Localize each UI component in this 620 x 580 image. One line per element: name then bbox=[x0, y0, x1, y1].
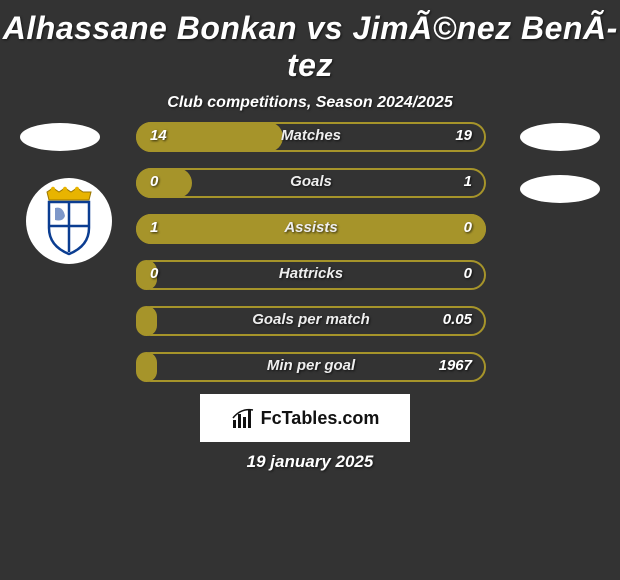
stat-label: Goals per match bbox=[136, 311, 486, 328]
player-right-badge-1 bbox=[520, 123, 600, 151]
bars-chart-icon bbox=[231, 406, 255, 430]
club-crest-icon bbox=[39, 186, 99, 256]
player-right-badge-2 bbox=[520, 175, 600, 203]
stat-row: Hattricks0 0 bbox=[136, 260, 486, 290]
stat-row: Assists1 0 bbox=[136, 214, 486, 244]
stat-right-value: 0.05 bbox=[443, 311, 472, 328]
date-label: 19 january 2025 bbox=[0, 452, 620, 472]
stat-left-value: 14 bbox=[150, 127, 167, 144]
stat-right-value: 1967 bbox=[439, 357, 472, 374]
stat-label: Assists bbox=[136, 219, 486, 236]
player-left-badge-1 bbox=[20, 123, 100, 151]
stat-row: Goals per match0.05 bbox=[136, 306, 486, 336]
subtitle: Club competitions, Season 2024/2025 bbox=[0, 94, 620, 112]
stat-left-value: 0 bbox=[150, 173, 158, 190]
stat-row: Matches14 19 bbox=[136, 122, 486, 152]
stat-bars: Matches1419Goals01Assists10Hattricks00Go… bbox=[136, 122, 486, 398]
stat-right-value: 0 bbox=[464, 265, 472, 282]
stat-label: Min per goal bbox=[136, 357, 486, 374]
comparison-card: Alhassane Bonkan vs JimÃ©nez BenÃ­tez Cl… bbox=[0, 0, 620, 580]
stat-label: Hattricks bbox=[136, 265, 486, 282]
stat-label: Goals bbox=[136, 173, 486, 190]
fctables-label: FcTables.com bbox=[261, 408, 380, 429]
fctables-watermark: FcTables.com bbox=[200, 394, 410, 442]
stat-left-value: 1 bbox=[150, 219, 158, 236]
stat-right-value: 1 bbox=[464, 173, 472, 190]
stat-left-value: 0 bbox=[150, 265, 158, 282]
club-logo bbox=[26, 178, 112, 264]
stat-row: Goals0 1 bbox=[136, 168, 486, 198]
stat-right-value: 0 bbox=[464, 219, 472, 236]
stat-right-value: 19 bbox=[455, 127, 472, 144]
page-title: Alhassane Bonkan vs JimÃ©nez BenÃ­tez bbox=[0, 0, 620, 84]
stat-row: Min per goal1967 bbox=[136, 352, 486, 382]
stat-label: Matches bbox=[136, 127, 486, 144]
